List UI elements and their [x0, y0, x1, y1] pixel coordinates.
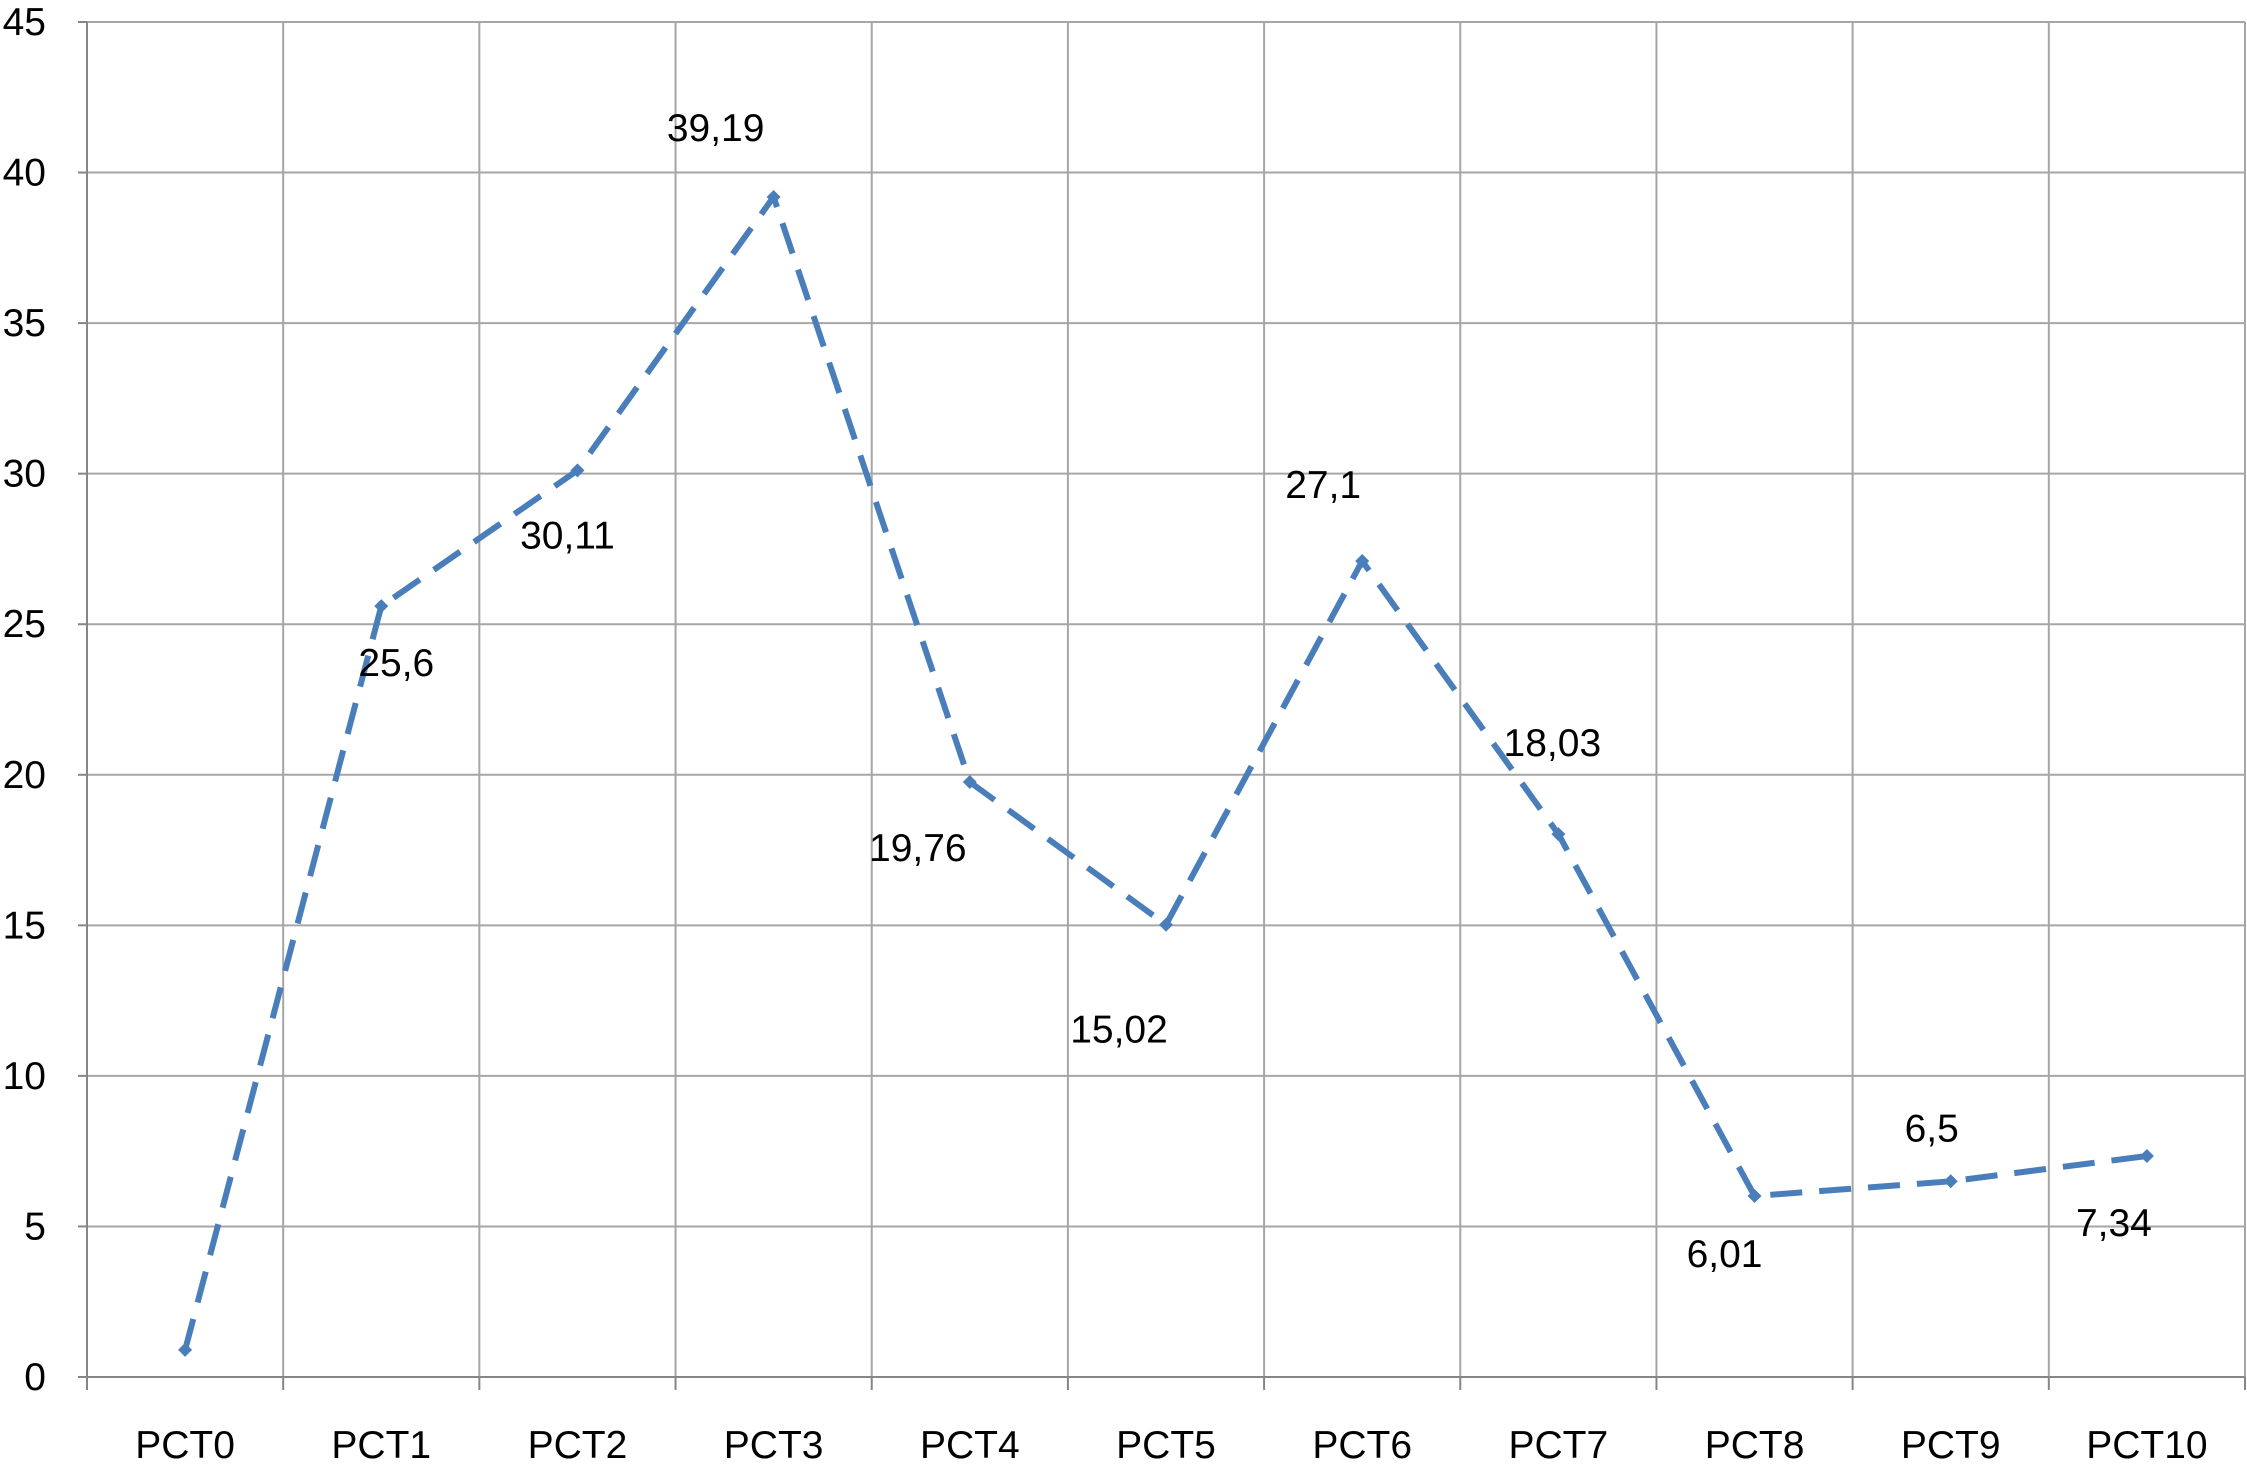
- data-point-marker: [1159, 917, 1173, 932]
- data-label: 39,19: [667, 107, 765, 150]
- data-label: 25,6: [358, 642, 434, 685]
- x-tick-label: PCT8: [1705, 1424, 1805, 1467]
- data-label: 7,34: [2076, 1202, 2152, 1245]
- data-point-marker: [1355, 553, 1370, 568]
- x-tick-label: PCT10: [2086, 1424, 2207, 1467]
- data-label: 6,01: [1687, 1233, 1763, 1276]
- y-tick-label: 15: [3, 904, 46, 947]
- y-tick-label: 40: [3, 152, 46, 195]
- data-label: 19,76: [869, 827, 967, 870]
- x-tick-label: PCT4: [920, 1424, 1020, 1467]
- x-tick-label: PCT2: [528, 1424, 628, 1467]
- data-label: 18,03: [1504, 722, 1602, 765]
- y-tick-label: 35: [3, 302, 46, 345]
- x-tick-label: PCT6: [1312, 1424, 1412, 1467]
- data-label: 6,5: [1905, 1107, 1959, 1150]
- data-point-marker: [178, 1342, 193, 1357]
- y-tick-label: 10: [3, 1055, 46, 1098]
- data-point-marker: [2139, 1148, 2154, 1163]
- data-point-marker: [962, 775, 977, 790]
- x-tick-label: PCT1: [331, 1424, 431, 1467]
- data-label: 27,1: [1285, 464, 1361, 507]
- y-tick-label: 5: [24, 1205, 46, 1248]
- data-point-marker: [766, 189, 781, 204]
- y-tick-label: 45: [3, 1, 46, 44]
- x-tick-label: PCT5: [1116, 1424, 1216, 1467]
- data-labels: 25,6 30,11 39,19 19,76 15,02 27,1 18,03 6,01 6,5…: [358, 107, 2152, 1276]
- grid: [87, 21, 2246, 1377]
- data-point-marker: [1551, 827, 1566, 842]
- axes: 0 5 10 15 20 25 30 35 40 45 PCT0 PCT1 PCT2 PCT3 PCT4 PC…: [3, 1, 2246, 1467]
- y-tick-label: 20: [3, 754, 46, 797]
- x-tick-label: PCT0: [135, 1424, 235, 1467]
- data-point-marker: [570, 463, 585, 478]
- series-layer: [178, 189, 2154, 1357]
- x-tick-label: PCT3: [724, 1424, 824, 1467]
- data-label: 15,02: [1070, 1009, 1168, 1052]
- data-point-marker: [1747, 1189, 1762, 1204]
- y-tick-label: 25: [3, 603, 46, 646]
- data-point-marker: [374, 599, 389, 614]
- y-tick-label: 30: [3, 453, 46, 496]
- y-tick-label: 0: [24, 1356, 46, 1399]
- data-label: 30,11: [520, 514, 615, 557]
- data-point-marker: [1943, 1174, 1958, 1189]
- x-tick-label: PCT7: [1509, 1424, 1609, 1467]
- series-line: [182, 193, 2148, 1351]
- x-tick-label: PCT9: [1901, 1424, 2001, 1467]
